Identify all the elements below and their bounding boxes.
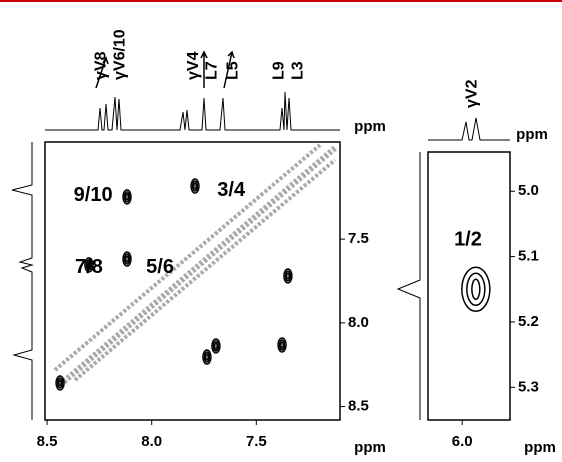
contour-ring xyxy=(277,337,287,353)
contour-ring xyxy=(55,375,65,391)
peak-annotation: 7/8 xyxy=(75,256,103,278)
contour-ring xyxy=(204,353,209,361)
y-tick-label: 5.0 xyxy=(518,182,539,199)
peak-label: γV2 xyxy=(464,79,481,108)
plot-frame xyxy=(427,151,511,421)
peak-label: γV8 xyxy=(93,51,110,80)
contour-ring xyxy=(190,178,200,194)
trace-unit-label: ppm xyxy=(516,126,548,143)
contour-ring xyxy=(285,272,290,280)
contour-ring xyxy=(203,351,211,363)
contour-ring xyxy=(122,251,132,267)
contour-ring xyxy=(85,259,93,271)
cross-peak xyxy=(277,337,287,353)
cross-peak xyxy=(211,338,221,354)
contour-ring xyxy=(56,377,64,389)
top-trace xyxy=(428,117,510,141)
cross-peak xyxy=(122,189,132,205)
y-tick-label: 8.5 xyxy=(348,398,369,415)
cross-peak xyxy=(461,266,491,313)
x-tick-label: 7.5 xyxy=(246,433,267,450)
y-tick-label: 5.3 xyxy=(518,378,539,395)
peak-label: γV4 xyxy=(185,51,202,80)
peak-label: L3 xyxy=(289,61,306,80)
contour-ring xyxy=(461,266,491,313)
cross-peak xyxy=(283,268,293,284)
y-tick-label: 5.1 xyxy=(518,248,539,265)
side-trace xyxy=(11,142,34,420)
peak-annotation: 3/4 xyxy=(217,179,246,201)
contour-ring xyxy=(278,339,286,351)
contour-ring xyxy=(280,341,284,349)
contour-ring xyxy=(125,193,129,201)
cross-peak xyxy=(122,251,132,267)
x-tick-label: 8.5 xyxy=(37,433,58,450)
y-tick-label: 8.0 xyxy=(348,314,369,331)
contour-ring xyxy=(471,278,481,301)
contour-ring xyxy=(202,349,212,365)
x-tick-label: 8.0 xyxy=(141,433,162,450)
contour-ring xyxy=(193,182,197,190)
peak-label: L7 xyxy=(204,61,221,80)
contour-ring xyxy=(123,191,131,203)
diagonal-band xyxy=(53,143,337,388)
top-trace xyxy=(45,91,340,131)
contour-ring xyxy=(122,189,132,205)
peak-annotation: 9/10 xyxy=(74,184,113,206)
x-axis-label: ppm xyxy=(354,439,386,456)
cross-peak xyxy=(202,349,212,365)
contour-ring xyxy=(125,255,129,263)
cross-peak xyxy=(190,178,200,194)
peak-annotation: 5/6 xyxy=(146,256,174,278)
contour-ring xyxy=(212,340,220,352)
y-tick-label: 5.2 xyxy=(518,313,539,330)
contour-ring xyxy=(284,270,292,282)
trace-unit-label: ppm xyxy=(354,118,386,135)
contour-ring xyxy=(123,253,131,265)
contour-ring xyxy=(466,272,486,307)
contour-ring xyxy=(84,257,94,273)
peak-annotation: 1/2 xyxy=(454,229,482,251)
x-axis-label: ppm xyxy=(524,439,556,456)
side-trace xyxy=(396,152,421,420)
contour-ring xyxy=(213,342,218,350)
contour-ring xyxy=(211,338,221,354)
arrows xyxy=(95,50,235,89)
peak-label: L9 xyxy=(271,61,288,80)
x-tick-label: 6.0 xyxy=(452,433,473,450)
peak-label: γV6/10 xyxy=(112,29,129,80)
peak-label: L5 xyxy=(225,61,242,80)
y-tick-label: 7.5 xyxy=(348,230,369,247)
cross-peak xyxy=(84,257,94,273)
contour-ring xyxy=(86,261,91,269)
contour-ring xyxy=(58,379,63,387)
contour-ring xyxy=(191,180,199,192)
plot-frame xyxy=(44,141,341,421)
contour-ring xyxy=(283,268,293,284)
cross-peak xyxy=(55,375,65,391)
